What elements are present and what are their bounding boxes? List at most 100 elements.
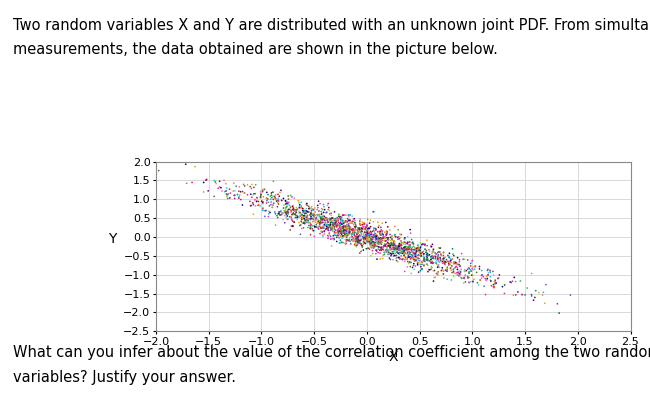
- Point: [387, 241, 398, 247]
- Point: [282, 208, 293, 215]
- Point: [343, 217, 354, 224]
- Point: [298, 206, 308, 212]
- Point: [455, 263, 465, 269]
- Point: [292, 213, 302, 219]
- Point: [427, 260, 437, 266]
- Point: [417, 259, 428, 265]
- Point: [343, 226, 354, 232]
- Point: [328, 233, 339, 239]
- Point: [463, 273, 473, 280]
- Point: [321, 222, 332, 229]
- Point: [281, 198, 291, 204]
- Point: [328, 223, 339, 229]
- Point: [309, 233, 320, 240]
- Point: [318, 225, 328, 231]
- Point: [426, 260, 436, 266]
- Point: [371, 234, 382, 240]
- Point: [448, 265, 459, 272]
- Point: [431, 270, 441, 277]
- Point: [448, 273, 459, 280]
- Point: [414, 252, 424, 259]
- Point: [436, 257, 446, 264]
- Point: [415, 246, 426, 253]
- Point: [343, 224, 353, 231]
- Point: [349, 236, 359, 243]
- Point: [265, 196, 276, 202]
- Point: [333, 222, 343, 229]
- Point: [257, 199, 268, 205]
- Point: [375, 256, 385, 262]
- Point: [412, 260, 423, 266]
- Point: [476, 272, 486, 279]
- Point: [389, 246, 400, 252]
- Point: [323, 227, 333, 234]
- Point: [222, 194, 232, 200]
- Point: [349, 238, 359, 244]
- Point: [417, 259, 427, 265]
- Point: [369, 243, 379, 250]
- Point: [257, 207, 268, 214]
- Point: [361, 231, 371, 238]
- Point: [350, 234, 361, 241]
- Point: [374, 240, 384, 246]
- Point: [406, 246, 417, 252]
- Point: [493, 275, 503, 282]
- Point: [341, 241, 351, 248]
- Point: [369, 229, 380, 235]
- Point: [224, 186, 235, 192]
- Point: [365, 240, 376, 247]
- Point: [324, 224, 335, 231]
- Point: [398, 241, 409, 247]
- Point: [397, 249, 408, 255]
- Point: [372, 238, 382, 245]
- Point: [407, 255, 417, 261]
- Point: [415, 246, 425, 253]
- Point: [509, 274, 519, 281]
- Point: [395, 242, 406, 248]
- Point: [403, 244, 413, 251]
- Point: [250, 203, 261, 209]
- Point: [350, 221, 361, 227]
- Point: [408, 255, 418, 261]
- Point: [359, 225, 370, 232]
- Point: [341, 232, 351, 238]
- Point: [348, 229, 358, 236]
- Point: [356, 228, 367, 235]
- Point: [377, 237, 387, 244]
- Point: [292, 206, 302, 213]
- Point: [252, 194, 263, 201]
- Point: [310, 219, 320, 225]
- Point: [324, 223, 334, 229]
- Point: [378, 231, 388, 237]
- Point: [365, 235, 375, 241]
- Point: [345, 220, 356, 226]
- Point: [421, 251, 432, 258]
- Point: [385, 244, 395, 250]
- Point: [461, 267, 471, 274]
- Point: [337, 227, 348, 234]
- Point: [356, 228, 366, 235]
- Point: [329, 235, 339, 242]
- Point: [306, 210, 316, 217]
- Point: [415, 247, 425, 254]
- Point: [415, 251, 426, 258]
- Point: [474, 263, 485, 270]
- Point: [445, 261, 456, 268]
- Point: [476, 275, 487, 282]
- Point: [489, 278, 500, 285]
- Point: [342, 224, 352, 230]
- Point: [331, 220, 341, 227]
- Point: [356, 237, 366, 243]
- Point: [338, 225, 348, 232]
- Point: [275, 212, 285, 218]
- Point: [448, 267, 458, 273]
- Point: [351, 240, 361, 246]
- Point: [255, 190, 266, 196]
- Point: [229, 192, 240, 198]
- Point: [360, 235, 370, 242]
- Point: [266, 190, 277, 196]
- Point: [326, 212, 337, 219]
- Point: [366, 234, 376, 240]
- Point: [356, 228, 367, 234]
- Point: [413, 260, 424, 266]
